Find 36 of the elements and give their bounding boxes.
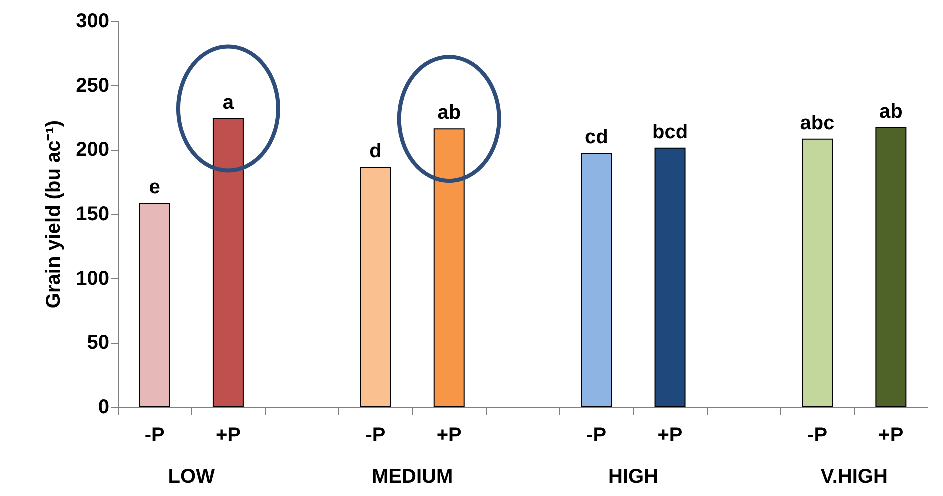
y-tick-label: 0 <box>98 396 110 418</box>
text: V.HIGH <box>820 466 888 488</box>
y-tick-label: 300 <box>76 10 110 32</box>
bar <box>139 203 170 408</box>
bar <box>434 128 465 408</box>
y-tick-label: 150 <box>76 204 110 226</box>
x-tick-label: +P <box>216 424 241 446</box>
data-label: ab <box>438 102 462 124</box>
bar <box>360 167 392 408</box>
x-tick-label: -P <box>144 424 165 446</box>
x-tick-label: +P <box>878 424 904 446</box>
text: HIGH <box>608 466 658 488</box>
y-tick-label: 200 <box>76 139 110 162</box>
x-tick-label: +P <box>658 424 683 446</box>
y-tick-label: 50 <box>87 332 110 354</box>
data-label: cd <box>584 126 608 149</box>
x-tick-label: -P <box>808 424 828 446</box>
x-tick-label: -P <box>586 424 607 446</box>
y-tick-label: 100 <box>76 268 110 290</box>
data-label: bcd <box>652 121 688 144</box>
x-tick-label: +P <box>436 424 462 446</box>
data-label: ab <box>880 100 903 123</box>
bar <box>581 153 612 408</box>
data-label: a <box>222 92 235 114</box>
y-tick-label: 250 <box>76 74 110 97</box>
bar <box>876 127 907 408</box>
bar <box>802 138 834 408</box>
data-label: abc <box>800 112 835 134</box>
bar <box>654 148 686 408</box>
x-tick-label: -P <box>366 424 386 446</box>
y-axis-title: Grain yield (bu ac⁻¹) <box>43 120 66 309</box>
text: LOW <box>168 466 216 488</box>
text: MEDIUM <box>372 466 454 488</box>
data-label: e <box>149 176 160 199</box>
bar <box>212 118 244 408</box>
data-label: d <box>370 140 382 163</box>
